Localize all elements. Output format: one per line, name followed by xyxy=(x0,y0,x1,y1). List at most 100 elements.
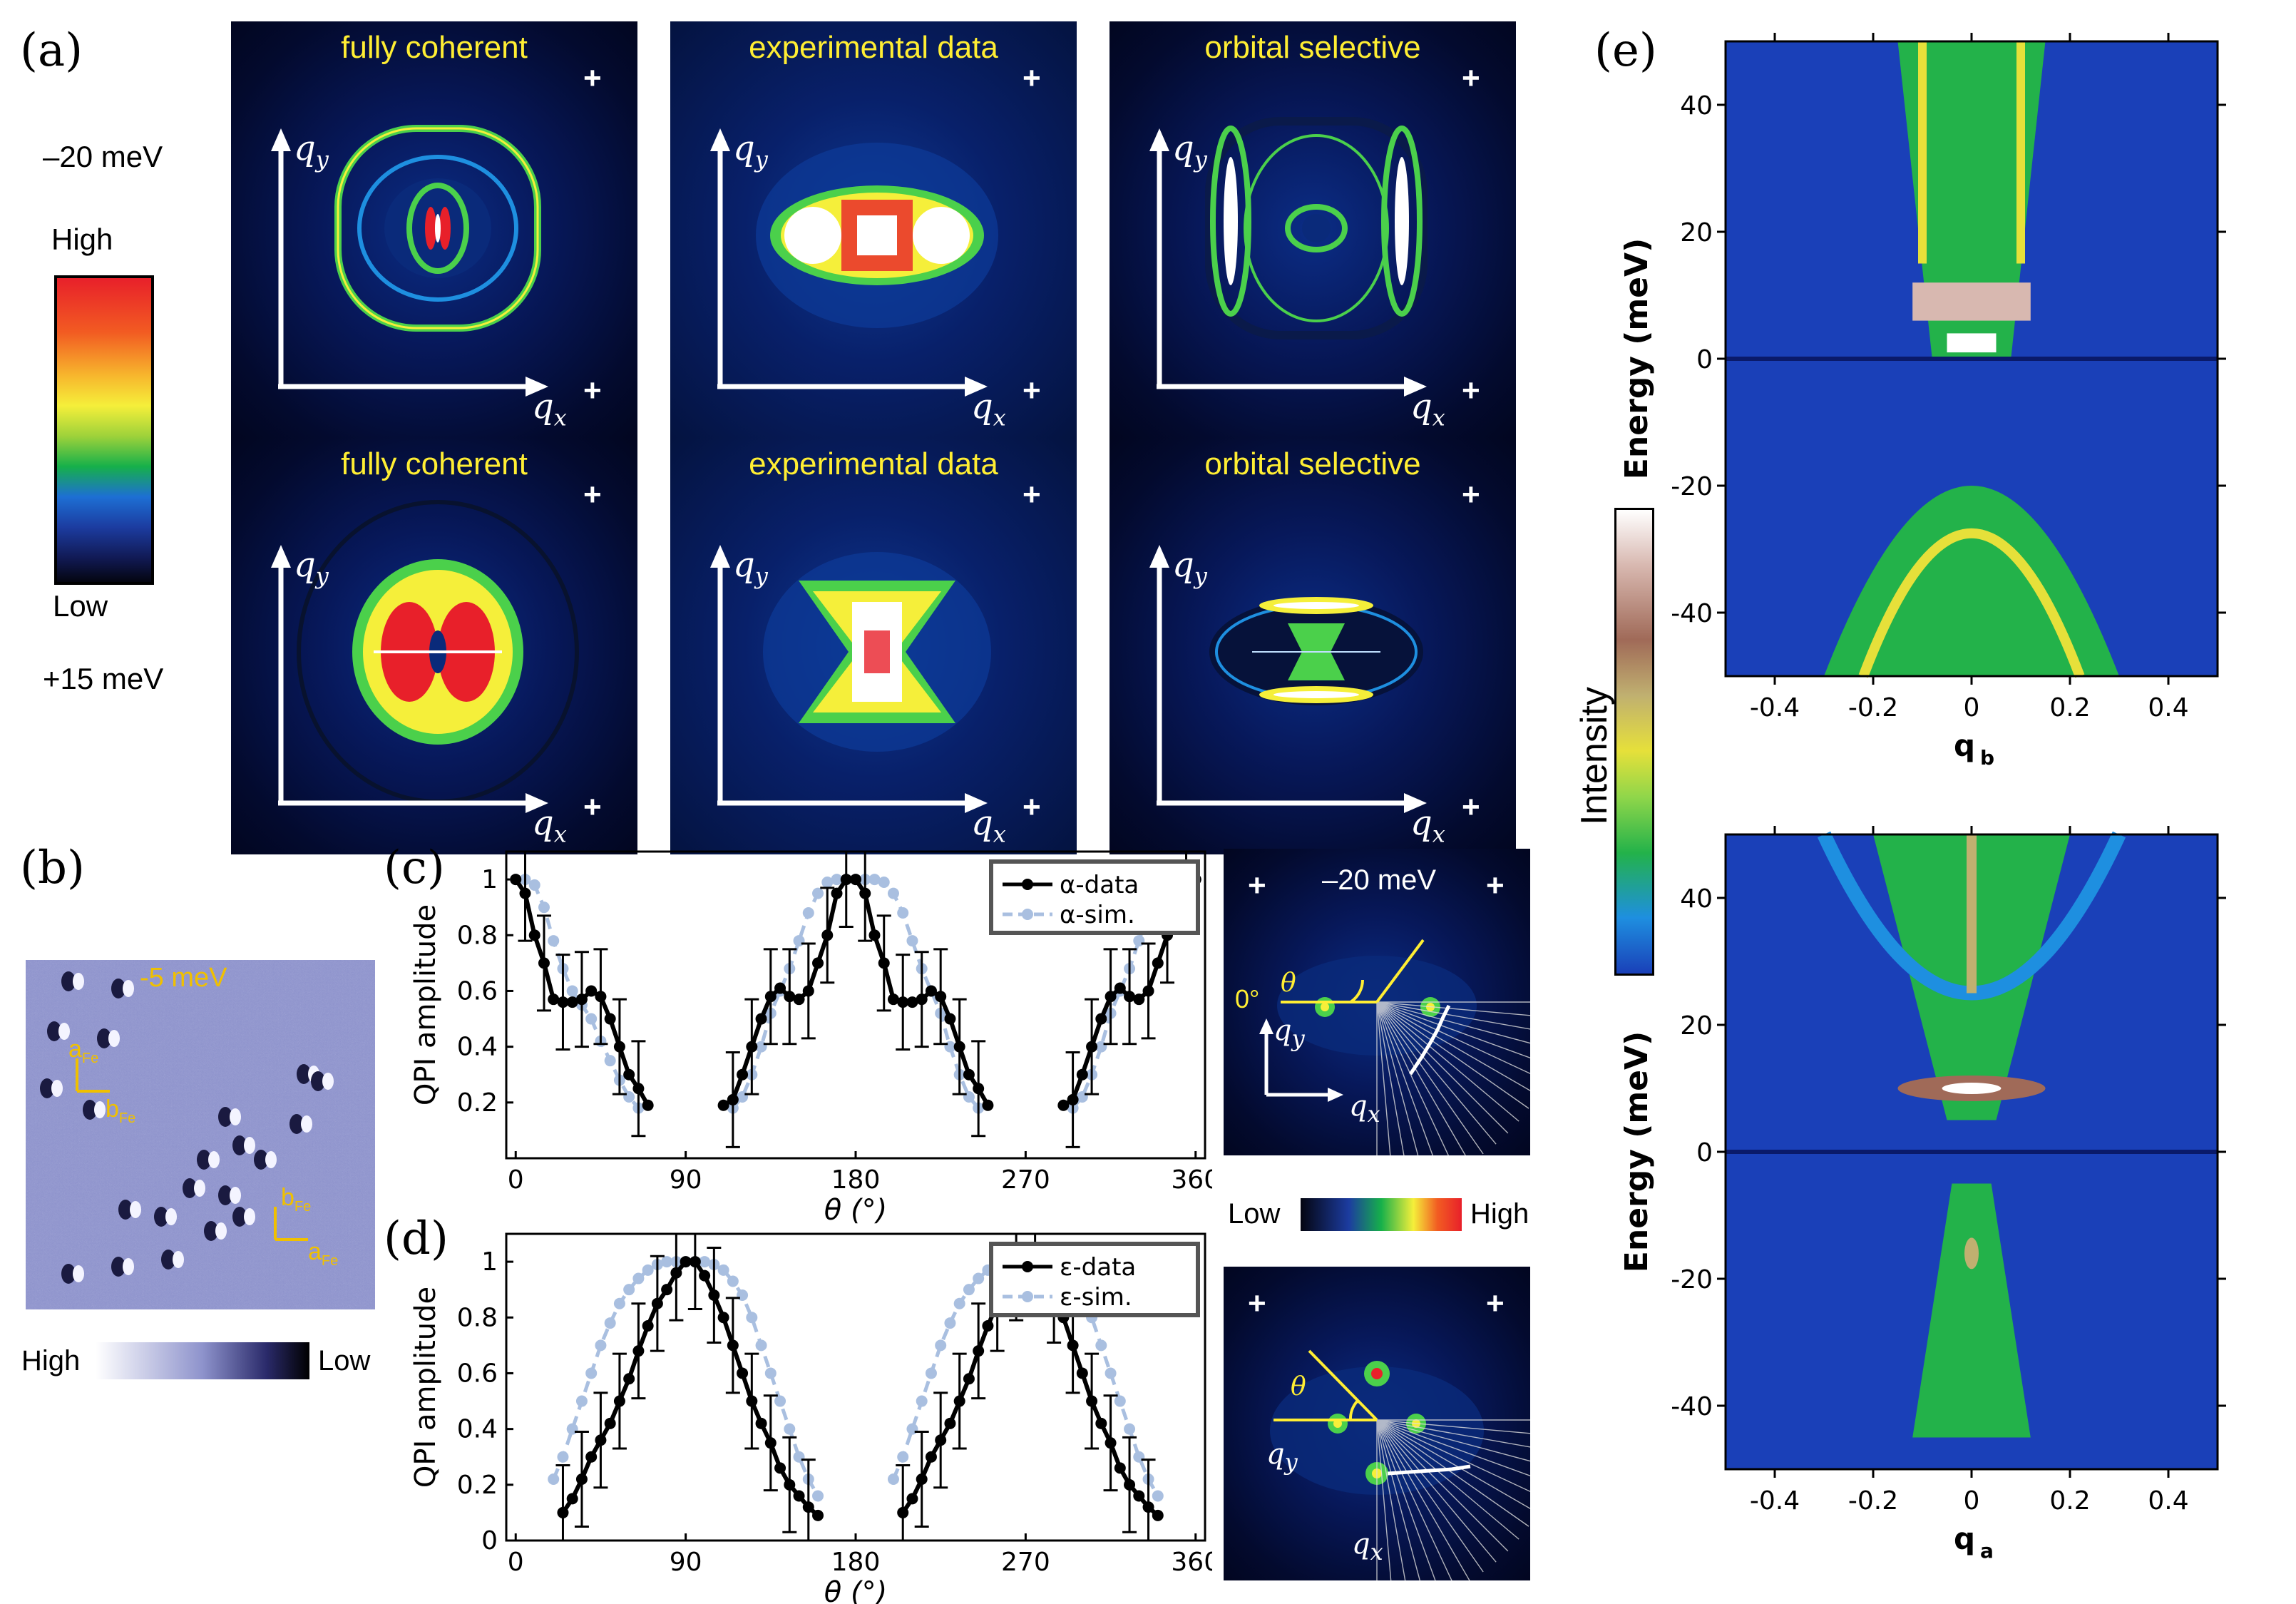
data-point xyxy=(764,991,777,1003)
data-point xyxy=(632,1345,645,1357)
defect-mark xyxy=(289,1114,304,1134)
stm-topograph xyxy=(26,960,375,1309)
sim-point xyxy=(755,1339,767,1352)
error-bar xyxy=(839,850,854,929)
intensity-label: Intensity xyxy=(1574,687,1615,825)
data-point xyxy=(519,887,531,899)
defect-mark xyxy=(111,979,125,998)
plus-marker: + xyxy=(1462,790,1480,824)
data-point xyxy=(689,1256,701,1268)
panel-title: fully coherent xyxy=(341,30,528,65)
colorbar-a xyxy=(54,275,154,585)
y-tick-label: -40 xyxy=(1671,1392,1713,1421)
data-point xyxy=(1152,957,1164,969)
data-point xyxy=(623,1373,635,1385)
y-tick-label: 0.6 xyxy=(457,976,498,1006)
data-point xyxy=(557,1506,569,1518)
fan-line xyxy=(1376,1001,1530,1016)
data-point xyxy=(812,1509,824,1521)
axis-qx-label: qx xyxy=(1410,803,1445,848)
error-bar xyxy=(555,1463,570,1542)
data-point xyxy=(793,1490,805,1502)
y-tick-label: -20 xyxy=(1671,1265,1713,1294)
y-tick-label: 0 xyxy=(481,1526,498,1556)
defect-highlight xyxy=(108,1030,120,1047)
sim-point xyxy=(916,1395,928,1407)
data-point xyxy=(538,957,550,969)
error-bar xyxy=(896,1463,911,1542)
defect-mark xyxy=(311,1071,325,1091)
axis-sub: x xyxy=(1367,1100,1380,1128)
fan-line xyxy=(1376,1419,1530,1448)
plus-marker: + xyxy=(583,790,602,824)
fan-line xyxy=(1376,1419,1530,1462)
fan-line xyxy=(1376,1419,1530,1509)
data-point xyxy=(1105,991,1117,1003)
sim-point xyxy=(1114,1395,1126,1407)
legend-marker xyxy=(1022,879,1033,890)
heatmap-feature xyxy=(1912,1183,2031,1438)
data-point xyxy=(566,996,578,1008)
scale-high-label: High xyxy=(51,223,113,256)
sim-point xyxy=(925,1367,937,1379)
sim-point xyxy=(963,1091,975,1103)
data-point xyxy=(613,1395,625,1407)
axis-sub: y xyxy=(754,145,768,173)
fan-line xyxy=(1376,1419,1509,1552)
data-point xyxy=(906,1493,918,1505)
axis-q: q xyxy=(1349,1090,1368,1123)
plus-marker: + xyxy=(583,61,602,96)
y-axis-label: QPI amplitude xyxy=(409,1287,442,1488)
data-point xyxy=(935,1434,947,1446)
sim-point xyxy=(812,1490,824,1502)
data-point xyxy=(1086,1395,1098,1407)
data-point xyxy=(784,991,796,1003)
axis-qy-label: qy xyxy=(733,128,768,173)
data-point xyxy=(661,1284,673,1296)
plus-marker: + xyxy=(583,477,602,512)
x-axis-label: q xyxy=(1954,1521,1975,1556)
data-point xyxy=(566,1493,578,1505)
sim-point xyxy=(793,935,805,947)
y-axis-label: QPI amplitude xyxy=(409,904,442,1105)
axis-qx-label: qx xyxy=(971,387,1006,431)
x-axis-sub: b xyxy=(1980,746,1994,770)
y-tick-label: 20 xyxy=(1680,218,1713,247)
data-point xyxy=(982,1320,994,1332)
fe-sub: Fe xyxy=(321,1252,339,1269)
plus-marker: + xyxy=(1248,868,1266,903)
data-point xyxy=(1067,1093,1079,1105)
y-axis-label: Energy (meV) xyxy=(1619,1031,1655,1272)
fan-line xyxy=(1376,1419,1530,1434)
data-point xyxy=(802,985,814,997)
sim-line xyxy=(551,1260,820,1497)
y-tick-label: 0.8 xyxy=(457,1303,498,1332)
x-axis-label: θ (°) xyxy=(824,1576,887,1604)
plus-marker: + xyxy=(1486,1286,1505,1321)
plus-marker: + xyxy=(1248,1286,1266,1321)
fan-line xyxy=(1376,1419,1530,1476)
defect-mark xyxy=(154,1207,168,1227)
axis-qy-label: qy xyxy=(294,128,329,173)
data-point xyxy=(916,993,928,1006)
fe-sub: Fe xyxy=(294,1198,312,1215)
data-point xyxy=(548,993,560,1006)
y-tick-label: -20 xyxy=(1671,472,1713,501)
sim-point xyxy=(595,1339,607,1352)
y-tick-label: 1 xyxy=(481,1247,498,1277)
axis-qx-label: qx xyxy=(532,803,567,848)
sim-line xyxy=(891,1260,1159,1497)
axis-qx-label: qx xyxy=(1410,387,1445,431)
sim-point xyxy=(746,1312,758,1324)
energy-top-label: –20 meV xyxy=(43,140,163,173)
data-point xyxy=(1076,1068,1088,1081)
sim-point xyxy=(548,935,560,947)
error-bar xyxy=(801,1459,816,1542)
scale-low-label: Low xyxy=(53,589,108,623)
heatmap-feature xyxy=(1942,1083,2002,1094)
data-point xyxy=(1095,1417,1107,1429)
topo-energy: -5 meV xyxy=(140,963,227,993)
x-axis-label: θ (°) xyxy=(824,1194,887,1227)
data-point xyxy=(793,993,805,1006)
x-tick-label: 270 xyxy=(1001,1165,1050,1195)
